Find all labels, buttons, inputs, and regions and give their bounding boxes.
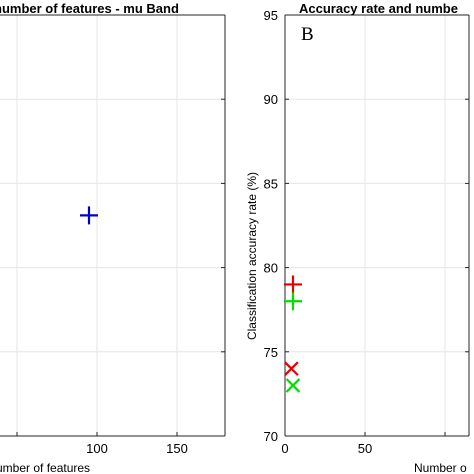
x-tick-label: 0 [281,441,288,456]
y-tick-label: 70 [264,429,278,444]
panel-label: B [301,24,314,45]
chart-title-left: number of features - mu Band [0,1,179,16]
chart-title-right: Accuracy rate and numbe [299,1,458,16]
y-tick-label: 75 [264,345,278,360]
plus-marker [284,275,302,294]
grid-left [0,14,225,437]
data-points-left [80,206,98,225]
y-tick-label: 95 [264,8,278,23]
x-marker [285,378,301,393]
y-tick-label: 80 [264,261,278,276]
y-tick-label: 85 [264,176,278,191]
x-tick-label: 150 [166,441,188,456]
axes-left [0,14,226,437]
tick-labels-left: 100 150 [86,441,188,456]
axes-right [284,14,470,437]
y-tick-label: 90 [264,92,278,107]
x-axis-label-right: Number o [414,461,467,474]
plus-marker [80,206,98,225]
data-points-right [284,275,302,393]
x-axis-label-left: umber of features [0,461,90,474]
tick-labels-right: 0 50 70 75 80 85 90 95 [264,8,373,456]
x-marker [284,361,299,376]
x-tick-label: 50 [358,441,372,456]
y-axis-label-right: Classification accuracy rate (%) [245,172,259,340]
x-tick-label: 100 [86,441,108,456]
plus-marker [284,292,302,311]
grid-right [284,14,469,437]
chart-panel-left: 100 150 number of features - mu Band umbe… [0,1,226,474]
